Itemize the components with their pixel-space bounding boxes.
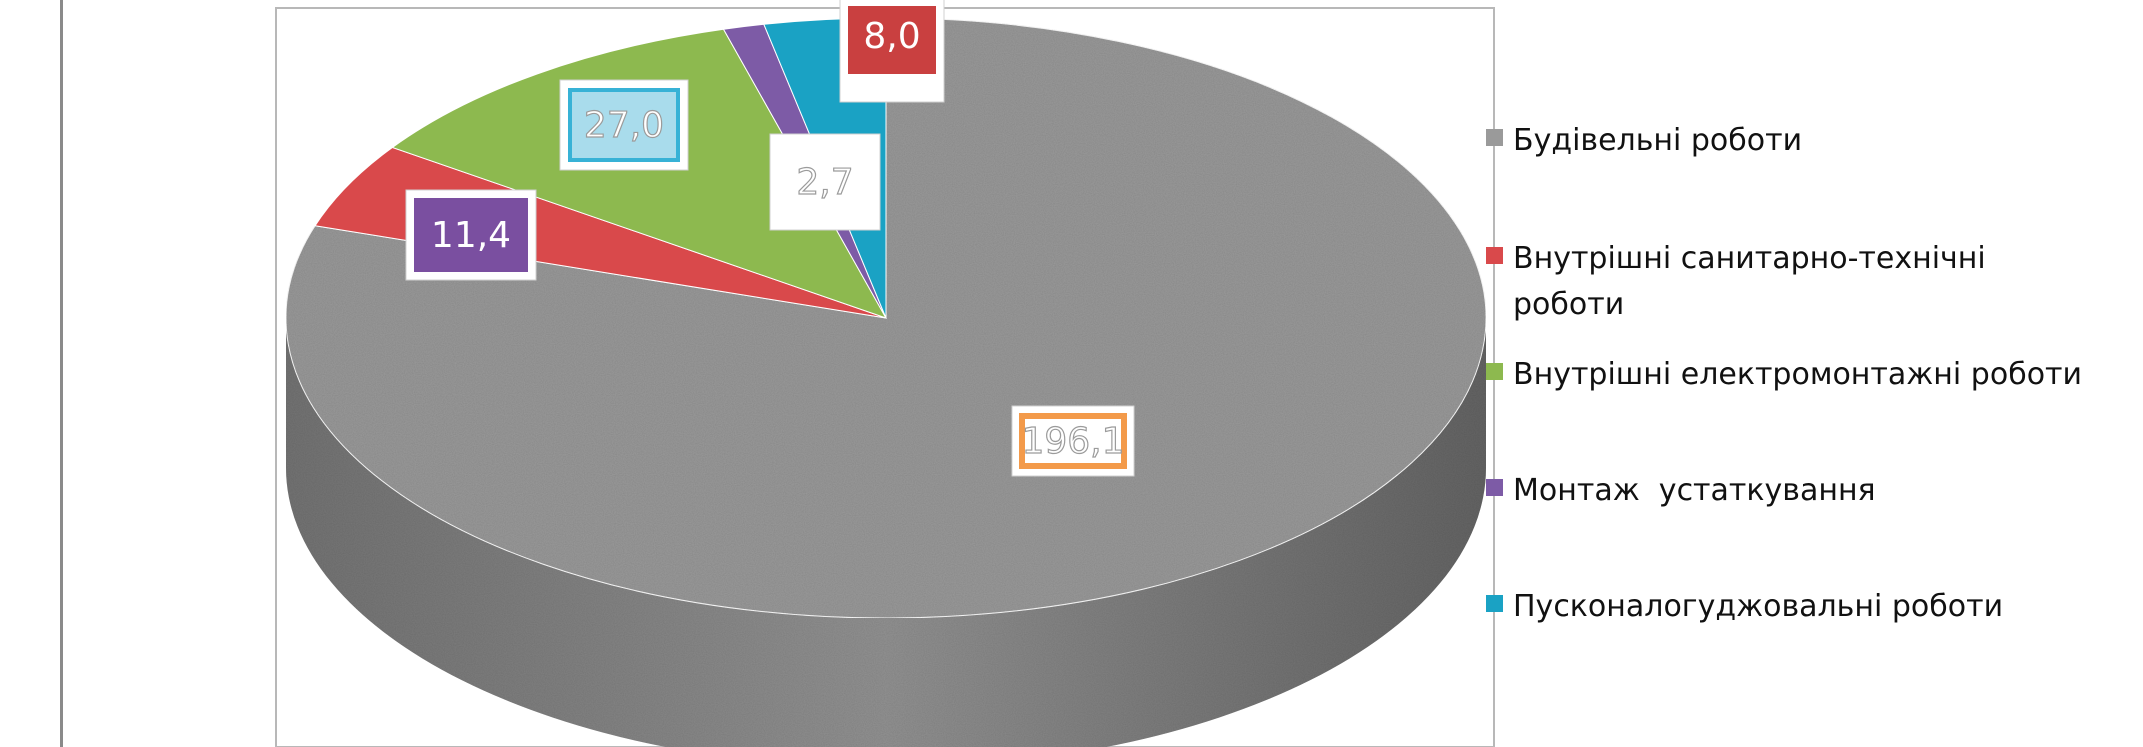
legend-item-building: Будівельні роботи [1486,118,1802,164]
data-label-inner [414,198,528,272]
legend-item-sanitary: Внутрішні санитарно-технічні роботи [1486,236,2006,328]
data-label-inner [778,142,872,222]
legend-swatch [1486,479,1503,496]
data-label-4: 8,0 [839,0,945,103]
legend-swatch [1486,129,1503,146]
data-label-text: 11,4 [431,215,511,256]
legend-label: Пусконалогуджовальні роботи [1513,589,2004,624]
data-label-text: 2,7 [796,162,853,203]
legend-swatch [1486,247,1503,264]
data-label-0: 196,1 [1011,405,1135,477]
legend-label: Внутрішні санитарно-технічні роботи [1513,241,1986,322]
legend-item-commissioning: Пусконалогуджовальні роботи [1486,584,2003,630]
legend-label: Монтаж устаткування [1513,473,1876,508]
legend-label: Будівельні роботи [1513,123,1803,158]
legend-item-electrical: Внутрішні електромонтажні роботи [1486,352,2082,398]
page-margin-rule [60,0,63,747]
data-label-text: 8,0 [863,16,920,57]
data-label-inner [848,6,936,74]
legend-swatch [1486,595,1503,612]
data-label-text: 196,1 [1021,421,1124,462]
pie-slice-2 [391,28,888,319]
legend-label: Внутрішні електромонтажні роботи [1513,357,2083,392]
data-label-inner [1019,413,1127,469]
data-label-2: 27,0 [559,79,689,171]
data-label-text: 27,0 [584,105,664,146]
pie-slice-side-shade [286,318,1486,747]
data-label-3: 2,7 [769,133,881,231]
legend-swatch [1486,363,1503,380]
pie-slice-0 [285,17,1487,619]
data-label-1: 11,4 [405,189,537,281]
legend-item-equipment: Монтаж устаткування [1486,468,1876,514]
data-label-inner [568,88,680,162]
